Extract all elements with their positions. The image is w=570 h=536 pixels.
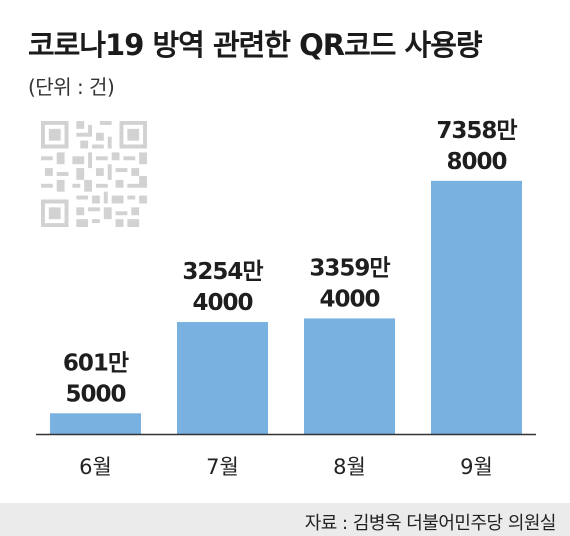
data-label-3-line-1: 3359만 xyxy=(309,255,390,281)
category-label-2: 7월 xyxy=(206,455,239,479)
qr-code-icon xyxy=(41,121,147,227)
chart-title: 코로나19 방역 관련한 QR코드 사용량 xyxy=(28,28,483,62)
bar-chart: 601만 5000 6월 3254만 4000 7월 3359만 4000 8월 7358만 800… xyxy=(36,118,536,479)
unit-label: (단위 : 건) xyxy=(28,75,115,99)
bar-4 xyxy=(431,180,522,434)
data-label-2-line-2: 4000 xyxy=(192,290,252,316)
data-label-2-line-1: 3254만 xyxy=(182,259,263,285)
data-label-1-line-2: 5000 xyxy=(65,381,125,407)
source-note: 자료 : 김병욱 더불어민주당 의원실 xyxy=(304,513,557,534)
category-label-4: 9월 xyxy=(460,455,493,479)
category-label-1: 6월 xyxy=(79,455,112,479)
data-label-4-line-2: 8000 xyxy=(446,149,506,175)
data-label-4-line-1: 7358만 xyxy=(436,118,517,144)
bar-2 xyxy=(177,322,268,434)
data-label-1-line-1: 601만 xyxy=(63,350,129,376)
data-label-3-line-2: 4000 xyxy=(319,286,379,312)
source-bar xyxy=(0,503,570,536)
bar-3 xyxy=(304,318,395,434)
bar-1 xyxy=(50,413,141,434)
category-label-3: 8월 xyxy=(333,455,366,479)
